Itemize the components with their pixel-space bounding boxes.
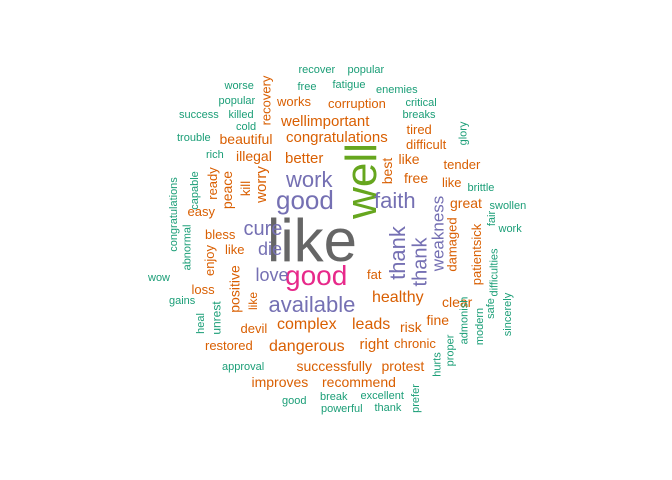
word-ready: ready xyxy=(204,166,220,200)
word-easy: easy xyxy=(187,203,215,219)
word-free: free xyxy=(404,170,429,186)
word-good: good xyxy=(276,185,334,215)
word-popular: popular xyxy=(218,94,256,107)
word-works: works xyxy=(277,93,311,109)
word-hurts: hurts xyxy=(431,351,444,377)
word-modern: modern xyxy=(473,307,486,345)
word-die: die xyxy=(258,239,283,259)
word-recommend: recommend xyxy=(322,374,396,390)
word-bless: bless xyxy=(205,226,236,242)
word-positive: positive xyxy=(226,265,243,313)
word-congratulations: congratulations xyxy=(286,128,388,146)
word-thank: thank xyxy=(408,237,431,287)
word-congratulations: congratulations xyxy=(167,176,180,252)
word-damaged: damaged xyxy=(444,216,460,272)
word-wellimportant: wellimportant xyxy=(281,112,370,130)
word-best: best xyxy=(379,157,396,185)
word-chronic: chronic xyxy=(394,335,436,351)
word-like: like xyxy=(225,241,245,257)
word-loss: loss xyxy=(191,281,215,297)
word-cure: cure xyxy=(243,218,283,240)
word-like: like xyxy=(246,291,261,311)
word-available: available xyxy=(268,292,356,317)
word-approval: approval xyxy=(222,360,265,373)
word-tired: tired xyxy=(406,121,432,137)
word-killed: killed xyxy=(228,108,254,121)
word-fair: fair xyxy=(485,210,498,226)
word-like: like xyxy=(398,151,420,167)
word-recover: recover xyxy=(298,63,336,76)
word-gains: gains xyxy=(169,294,196,307)
word-break: break xyxy=(320,390,348,403)
word-sincerely: sincerely xyxy=(501,292,514,336)
word-breaks: breaks xyxy=(402,108,436,121)
word-good: good xyxy=(282,394,307,407)
word-safe: safe xyxy=(484,297,497,319)
word-worry: worry xyxy=(252,165,270,203)
word-restored: restored xyxy=(205,337,253,353)
word-thank: thank xyxy=(374,401,402,414)
word-better: better xyxy=(285,149,324,167)
word-fat: fat xyxy=(367,266,382,282)
word-proper: proper xyxy=(444,334,457,366)
word-successfully: successfully xyxy=(296,358,372,374)
word-kill: kill xyxy=(237,180,253,196)
word-work: work xyxy=(498,222,522,235)
word-abnormal: abnormal xyxy=(181,224,194,270)
word-healthy: healthy xyxy=(372,289,424,306)
word-patientsick: patientsick xyxy=(468,223,484,285)
word-improves: improves xyxy=(251,374,309,390)
word-popular: popular xyxy=(347,63,385,76)
word-excellent: excellent xyxy=(360,389,404,402)
word-like: like xyxy=(442,174,462,190)
word-enjoy: enjoy xyxy=(201,244,217,276)
word-faith: faith xyxy=(374,188,416,213)
word-beautiful: beautiful xyxy=(219,131,273,147)
word-glory: glory xyxy=(457,121,470,145)
word-risk: risk xyxy=(400,319,422,335)
word-unrest: unrest xyxy=(209,301,224,335)
word-swollen: swollen xyxy=(489,199,527,212)
word-cold: cold xyxy=(236,120,257,133)
word-protest: protest xyxy=(381,358,425,374)
word-wow: wow xyxy=(148,271,171,284)
word-critical: critical xyxy=(405,96,437,109)
word-fine: fine xyxy=(426,312,450,328)
word-trouble: trouble xyxy=(177,131,211,144)
word-tender: tender xyxy=(443,156,481,172)
word-success: success xyxy=(179,108,219,121)
word-peace: peace xyxy=(219,170,236,210)
word-prefer: prefer xyxy=(409,383,422,413)
word-powerful: powerful xyxy=(321,402,363,415)
word-dangerous: dangerous xyxy=(269,338,345,355)
word-right: right xyxy=(359,335,389,353)
word-rich: rich xyxy=(206,148,224,161)
word-thank: thank xyxy=(384,226,410,280)
word-admonish: admonish xyxy=(458,296,471,344)
word-recovery: recovery xyxy=(258,75,274,125)
word-free: free xyxy=(297,80,317,93)
word-work: work xyxy=(286,167,333,192)
word-complex: complex xyxy=(277,316,337,333)
word-clear: clear xyxy=(442,294,473,310)
word-illegal: illegal xyxy=(236,148,272,164)
word-leads: leads xyxy=(352,316,391,333)
word-love: love xyxy=(255,265,289,285)
word-brittle: brittle xyxy=(467,181,495,194)
word-corruption: corruption xyxy=(328,95,386,111)
word-enemies: enemies xyxy=(376,83,418,96)
word-heal: heal xyxy=(194,312,207,334)
word-capable: capable xyxy=(188,170,201,210)
word-good: good xyxy=(285,260,348,291)
word-difficult: difficult xyxy=(406,136,447,152)
word-devil: devil xyxy=(240,320,268,336)
word-fatigue: fatigue xyxy=(332,78,366,91)
word-difficulties: difficulties xyxy=(488,247,501,297)
word-great: great xyxy=(450,195,482,211)
word-like: like xyxy=(267,207,358,274)
word-worse: worse xyxy=(224,79,254,92)
